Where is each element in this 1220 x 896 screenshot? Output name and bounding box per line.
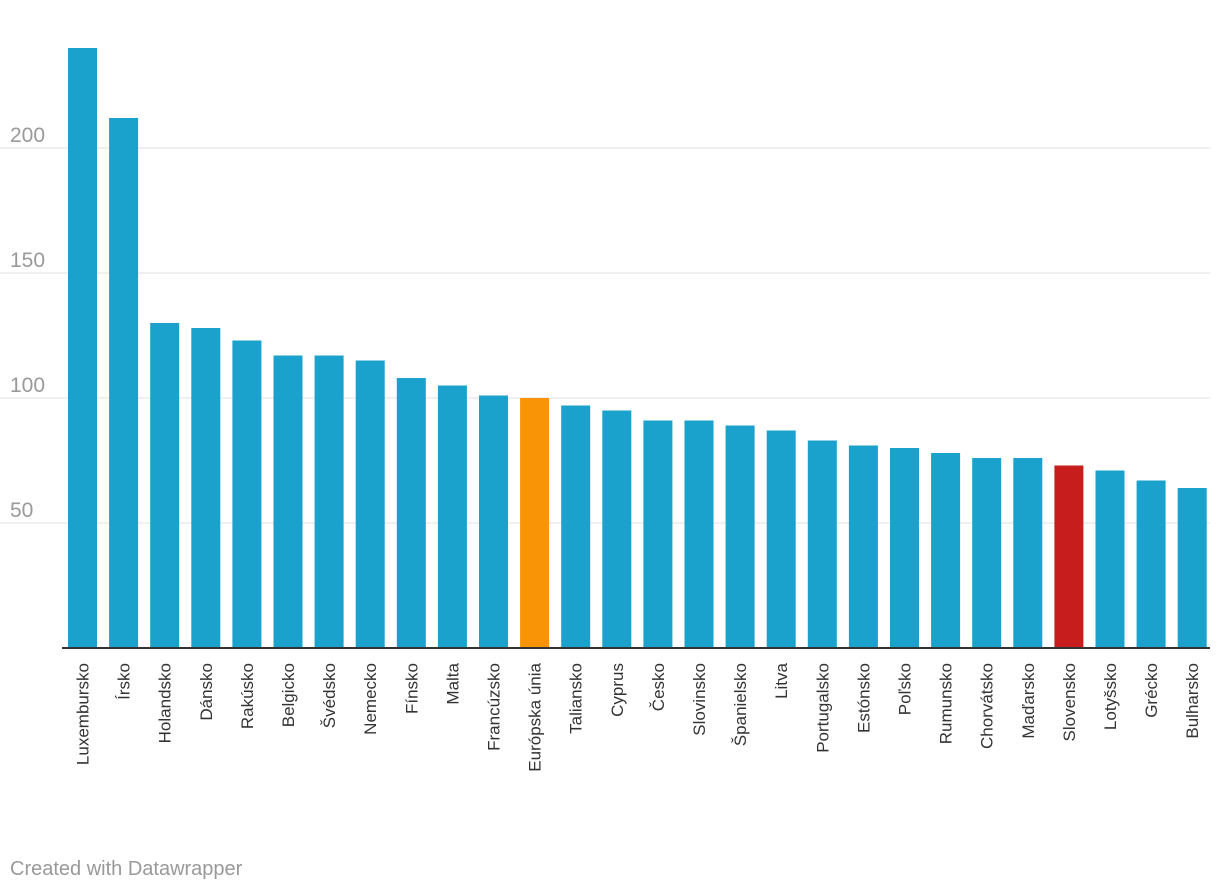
x-tick-label: Slovinsko — [690, 663, 709, 736]
bar — [109, 118, 139, 648]
bar — [1054, 465, 1084, 648]
x-tick-label: Poľsko — [896, 663, 915, 715]
x-tick-label: Španielsko — [731, 663, 750, 746]
bar — [1177, 488, 1207, 648]
bar — [479, 395, 508, 648]
bar — [437, 385, 467, 648]
bar — [191, 328, 221, 648]
bar — [273, 355, 303, 648]
bar — [766, 430, 796, 648]
x-tick-label: Rumunsko — [937, 663, 956, 744]
x-tick-label: Belgicko — [279, 663, 298, 727]
bar — [602, 410, 632, 648]
x-tick-label: Švédsko — [320, 663, 339, 728]
y-tick-label: 150 — [10, 249, 45, 272]
bar — [355, 360, 385, 648]
x-tick-label: Česko — [649, 663, 668, 711]
bar — [150, 323, 180, 648]
x-tick-label: Cyprus — [608, 663, 627, 717]
y-tick-label: 200 — [10, 124, 45, 147]
y-axis-ticks: 50 100 150 200 — [10, 124, 45, 522]
bar-chart: 50 100 150 200 Luxembursko Írsko Holandsko Dán… — [0, 48, 1210, 772]
bar — [561, 405, 591, 648]
x-tick-label: Luxembursko — [74, 663, 93, 765]
x-tick-label: Lotyšsko — [1101, 663, 1120, 730]
x-tick-label: Estónsko — [854, 663, 873, 733]
bar — [972, 458, 1002, 648]
bar — [396, 378, 426, 648]
x-tick-label: Bulharsko — [1183, 663, 1202, 739]
x-tick-label: Dánsko — [197, 663, 216, 721]
x-tick-label: Írsko — [115, 663, 134, 700]
bars — [68, 48, 1207, 648]
x-tick-label: Grécko — [1142, 663, 1161, 718]
x-tick-label: Francúzsko — [485, 663, 504, 751]
x-tick-label: Chorvátsko — [978, 663, 997, 749]
bar — [1136, 480, 1166, 648]
x-tick-label: Rakúsko — [238, 663, 257, 729]
bar — [520, 398, 550, 648]
datawrapper-credit: Created with Datawrapper — [10, 858, 243, 880]
bar — [232, 340, 262, 648]
x-tick-label: Maďarsko — [1019, 663, 1038, 739]
y-tick-label: 100 — [10, 374, 45, 397]
x-tick-label: Európska únia — [526, 662, 545, 771]
x-tick-label: Malta — [443, 662, 462, 704]
x-tick-label: Nemecko — [361, 663, 380, 735]
bar — [807, 440, 837, 648]
bar — [890, 448, 919, 648]
bar — [931, 453, 961, 648]
x-tick-label: Litva — [772, 662, 791, 698]
x-tick-label: Holandsko — [156, 663, 175, 743]
bar — [1095, 470, 1125, 648]
bar — [1013, 458, 1043, 648]
x-tick-label: Taliansko — [567, 663, 586, 734]
x-axis-ticks: Luxembursko Írsko Holandsko Dánsko Rakúsko Be… — [74, 662, 1203, 771]
bar — [725, 425, 755, 648]
bar — [643, 420, 673, 648]
y-tick-label: 50 — [10, 499, 33, 522]
bar — [68, 48, 97, 648]
x-tick-label: Portugalsko — [813, 663, 832, 753]
x-tick-label: Slovensko — [1060, 663, 1079, 741]
bar — [314, 355, 344, 648]
bar — [684, 420, 714, 648]
bar — [848, 445, 878, 648]
x-tick-label: Fínsko — [402, 663, 421, 714]
